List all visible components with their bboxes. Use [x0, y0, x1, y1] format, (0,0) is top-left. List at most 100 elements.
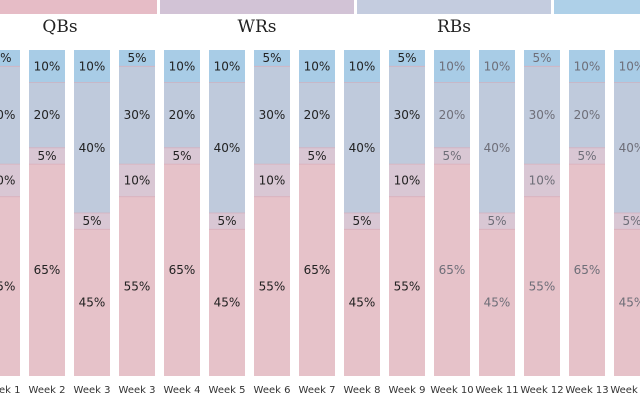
bar-value-label: 45% — [79, 296, 106, 310]
bar-value-label: 5% — [532, 51, 551, 65]
bar-segment — [164, 82, 200, 148]
bar-segment — [254, 66, 290, 165]
bar-segment — [524, 66, 560, 165]
bar-segment — [119, 164, 155, 197]
bar-value-label: 10% — [619, 59, 640, 73]
bar-value-label: 65% — [34, 263, 61, 277]
bar-segment — [389, 66, 425, 165]
bar-value-label: 20% — [574, 108, 601, 122]
bar-value-label: 5% — [37, 149, 56, 163]
bar-segment — [119, 50, 155, 67]
bar-value-label: 20% — [34, 108, 61, 122]
bar-value-label: 20% — [439, 108, 466, 122]
bar-segment — [434, 164, 470, 376]
bar-value-label: 65% — [304, 263, 331, 277]
bar-segment — [569, 164, 605, 376]
group-header-label: QBs — [42, 17, 77, 37]
bar-value-label: 45% — [484, 296, 511, 310]
bar-value-label: 40% — [79, 141, 106, 155]
x-tick-label: Week 6 — [254, 385, 291, 396]
bar-value-label: 10% — [574, 59, 601, 73]
bar-value-label: 65% — [439, 263, 466, 277]
bar-segment — [29, 50, 65, 83]
bar-segment — [254, 50, 290, 67]
bar-segment — [344, 82, 380, 213]
bar-segment — [524, 196, 560, 376]
bar-value-label: 5% — [127, 51, 146, 65]
bar-value-label: 5% — [82, 214, 101, 228]
bar-segment — [254, 164, 290, 197]
bar-value-label: 5% — [307, 149, 326, 163]
bar-segment — [209, 82, 245, 213]
x-tick-label: Week 13 — [565, 385, 608, 396]
bar-segment — [299, 82, 335, 148]
bar-value-label: 30% — [259, 108, 286, 122]
bars-layer: 55% 10% 30% 5% 65% 5% 20% 10% 45% 5% 40% 10% 55% 10% 3… — [0, 50, 640, 376]
bar-value-label: 55% — [529, 279, 556, 293]
bar-value-label: 40% — [619, 141, 640, 155]
bar-value-label: 45% — [619, 296, 640, 310]
bar-segment — [74, 50, 110, 83]
bar-value-label: 10% — [349, 59, 376, 73]
bar-segment — [119, 66, 155, 165]
x-tick-label: Week 4 — [164, 385, 201, 396]
bar-segment — [434, 147, 470, 165]
bar-segment — [299, 164, 335, 376]
x-tick-label: Week 12 — [520, 385, 563, 396]
x-tick-label: Week 8 — [344, 385, 381, 396]
bar-segment — [344, 50, 380, 83]
bar-value-label: 5% — [577, 149, 596, 163]
bar-segment — [569, 147, 605, 165]
bar-value-label: 5% — [487, 214, 506, 228]
x-tick-label: Week 3 — [119, 385, 156, 396]
bar-value-label: 30% — [0, 108, 15, 122]
bar-value-label: 10% — [484, 59, 511, 73]
bar-value-label: 5% — [622, 214, 640, 228]
bar-value-label: 45% — [214, 296, 241, 310]
bar-segment — [344, 213, 380, 230]
bar-value-label: 5% — [397, 51, 416, 65]
x-tick-label: Week 3 — [74, 385, 111, 396]
bar-value-label: 10% — [169, 59, 196, 73]
bar-value-label: 5% — [352, 214, 371, 228]
bar-value-label: 10% — [34, 59, 61, 73]
x-tick-label: Week 1 — [0, 385, 20, 396]
bar-segment — [614, 82, 640, 213]
bar-segment — [164, 147, 200, 165]
bar-segment — [0, 196, 20, 376]
bar-value-label: 30% — [124, 108, 151, 122]
bar-segment — [569, 50, 605, 83]
bar-segment — [29, 147, 65, 165]
bar-segment — [389, 164, 425, 197]
bar-segment — [0, 66, 20, 165]
bar-segment — [389, 196, 425, 376]
bar-segment — [614, 50, 640, 83]
bar-segment — [299, 147, 335, 165]
bar-segment — [479, 213, 515, 230]
bar-value-label: 5% — [172, 149, 191, 163]
bar-value-label: 40% — [484, 141, 511, 155]
bar-value-label: 10% — [214, 59, 241, 73]
bar-segment — [614, 229, 640, 376]
bar-segment — [479, 229, 515, 376]
bar-value-label: 10% — [259, 173, 286, 187]
bar-value-label: 55% — [259, 279, 286, 293]
bar-segment — [119, 196, 155, 376]
bar-value-label: 5% — [262, 51, 281, 65]
bar-value-label: 20% — [169, 108, 196, 122]
group-header-band — [160, 0, 354, 14]
bar-segment — [479, 50, 515, 83]
bar-value-label: 30% — [394, 108, 421, 122]
bar-segment — [164, 164, 200, 376]
bar-segment — [254, 196, 290, 376]
bar-value-label: 20% — [304, 108, 331, 122]
bar-segment — [389, 50, 425, 67]
bar-value-label: 10% — [439, 59, 466, 73]
x-tick-label: Week 5 — [209, 385, 246, 396]
x-axis-tick-labels: Week 1 Week 2 Week 3 Week 3 Week 4 Week 5 Week… — [0, 385, 640, 396]
x-tick-label: Week 14 — [610, 385, 640, 396]
bar-segment — [0, 164, 20, 197]
group-header-label: WRs — [238, 17, 277, 37]
bar-value-label: 10% — [529, 173, 556, 187]
bar-value-label: 40% — [349, 141, 376, 155]
